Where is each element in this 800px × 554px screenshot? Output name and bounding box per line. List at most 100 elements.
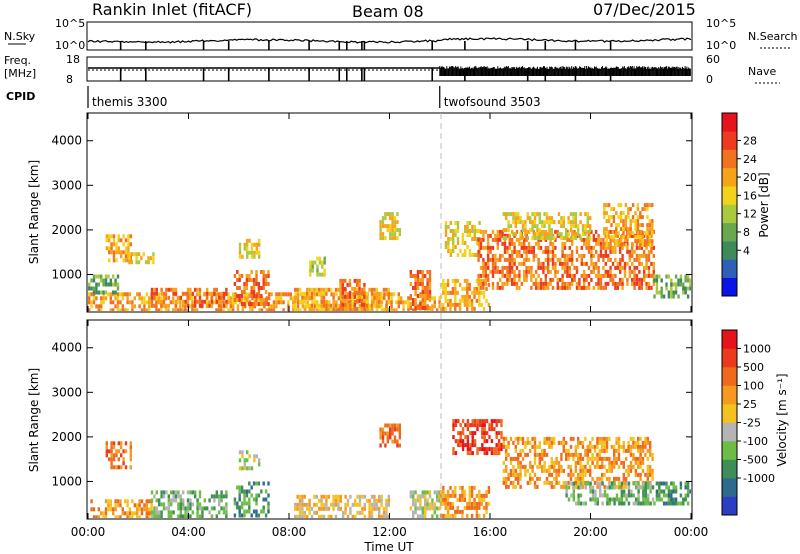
power-cell — [193, 308, 196, 311]
power-cell — [322, 291, 326, 296]
power-cell — [382, 307, 386, 311]
power-cell — [607, 257, 610, 262]
velocity-cell — [478, 513, 481, 518]
velocity-cell — [332, 494, 335, 499]
velocity-cell — [90, 507, 93, 512]
power-cell — [162, 299, 166, 304]
power-cell — [573, 265, 576, 270]
power-cell — [250, 246, 254, 251]
velocity-cell — [533, 436, 537, 441]
power-cell — [468, 221, 472, 225]
velocity-cell — [294, 506, 297, 511]
velocity-cell — [637, 489, 640, 494]
power-cell — [370, 287, 374, 292]
power-cell — [428, 306, 432, 310]
power-cell — [316, 292, 319, 297]
velocity-cell — [110, 457, 113, 462]
power-cell — [641, 239, 644, 244]
power-cell — [309, 264, 312, 269]
velocity-cell — [649, 452, 652, 457]
power-cell — [308, 291, 311, 296]
velocity-cell — [452, 451, 455, 456]
power-cell — [548, 216, 551, 221]
power-cell — [478, 245, 481, 249]
velocity-cell — [605, 468, 609, 473]
power-cell — [454, 221, 457, 225]
velocity-cell — [686, 501, 690, 506]
power-cell — [136, 292, 139, 297]
power-cell — [554, 245, 557, 250]
power-cell — [232, 300, 235, 305]
power-cell — [339, 278, 342, 283]
velocity-cell — [548, 464, 551, 469]
velocity-cell — [632, 452, 635, 457]
velocity-cell — [457, 419, 460, 424]
velocity-cell — [213, 494, 216, 499]
velocity-cell — [641, 440, 645, 445]
velocity-cell — [436, 506, 439, 511]
power-cell — [535, 277, 538, 282]
power-cell — [378, 296, 381, 301]
power-cell — [390, 300, 393, 305]
power-cell — [347, 292, 350, 297]
velocity-cell — [177, 494, 180, 499]
velocity-cell — [167, 514, 170, 518]
velocity-cell — [512, 468, 515, 473]
power-cell — [454, 278, 457, 283]
power-cell — [191, 303, 194, 308]
power-cell — [262, 278, 265, 282]
power-cell — [339, 306, 342, 311]
power-cell — [311, 300, 314, 305]
power-cell — [631, 219, 635, 224]
power-cell — [639, 243, 642, 248]
velocity-cell — [483, 451, 486, 456]
power-cell — [648, 223, 652, 228]
power-cell — [482, 257, 485, 262]
power-cell — [583, 237, 586, 242]
velocity-cell — [140, 499, 144, 504]
power-cell — [426, 282, 429, 286]
velocity-cell — [526, 468, 529, 473]
power-cell — [174, 303, 178, 308]
velocity-cell — [424, 510, 427, 515]
velocity-cell — [114, 499, 117, 504]
velocity-cell — [555, 468, 558, 473]
power-cell — [313, 287, 316, 292]
velocity-cell — [198, 506, 202, 511]
velocity-cell — [642, 497, 645, 502]
velocity-cell — [252, 497, 256, 502]
velocity-cell — [385, 498, 388, 503]
velocity-cell — [471, 443, 474, 448]
power-cell — [121, 308, 124, 311]
power-cell — [321, 264, 324, 269]
power-cell — [665, 274, 668, 279]
velocity-cell — [620, 493, 623, 498]
velocity-cell — [255, 509, 258, 514]
power-cell — [525, 257, 528, 262]
power-cell — [468, 233, 472, 237]
velocity-cell — [543, 440, 546, 445]
velocity-cell — [572, 456, 575, 461]
velocity-cell — [660, 481, 663, 486]
nave-tick-high: 60 — [706, 53, 720, 66]
velocity-cell — [409, 494, 412, 499]
power-cell — [341, 278, 344, 283]
power-cell — [454, 306, 457, 311]
power-cell — [650, 285, 653, 290]
power-cell — [210, 291, 214, 296]
power-cell — [602, 245, 605, 250]
power-cell — [358, 286, 361, 291]
power-cell — [561, 253, 564, 258]
power-cell — [186, 291, 190, 296]
power-cell — [306, 291, 309, 296]
velocity-cell — [461, 485, 464, 490]
power-cell — [172, 296, 175, 301]
velocity-cell — [531, 444, 534, 449]
velocity-cell — [589, 448, 592, 453]
power-cell — [677, 282, 680, 287]
velocity-cell — [581, 472, 585, 477]
power-cell — [229, 296, 232, 301]
power-cell — [541, 224, 544, 229]
power-cell — [511, 257, 514, 262]
power-cell — [589, 236, 592, 241]
